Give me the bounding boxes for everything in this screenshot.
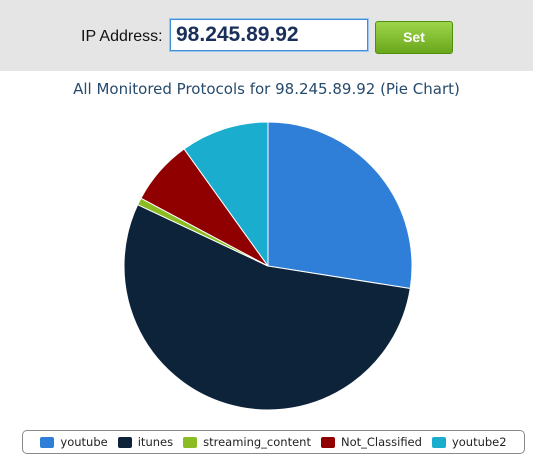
legend-swatch — [117, 436, 132, 448]
pie-chart — [123, 121, 413, 411]
ip-address-label: IP Address: — [81, 28, 163, 45]
legend-item-streaming-content[interactable]: streaming_content — [183, 435, 311, 449]
legend-label: itunes — [137, 435, 174, 449]
chart-title: All Monitored Protocols for 98.245.89.92… — [73, 80, 460, 98]
set-button[interactable]: Set — [375, 21, 453, 54]
legend-label: youtube — [60, 435, 108, 449]
legend-swatch — [40, 436, 55, 448]
pie-slice-youtube[interactable] — [267, 121, 413, 290]
ip-toolbar: IP Address: Set — [0, 0, 533, 71]
legend-swatch — [183, 436, 198, 448]
legend-label: streaming_content — [203, 435, 311, 449]
legend-item-itunes[interactable]: itunes — [117, 435, 174, 449]
legend-swatch — [320, 436, 335, 448]
legend-item-not-classified[interactable]: Not_Classified — [320, 435, 422, 449]
legend-label: Not_Classified — [340, 435, 422, 449]
legend-item-youtube2[interactable]: youtube2 — [431, 435, 507, 449]
legend-item-youtube[interactable]: youtube — [40, 435, 108, 449]
pie-slice-youtube2[interactable] — [183, 121, 269, 267]
ip-address-input[interactable] — [170, 19, 368, 51]
pie-slice-itunes[interactable] — [123, 204, 411, 411]
pie-slices — [123, 121, 413, 411]
legend-label: youtube2 — [451, 435, 507, 449]
legend-swatch — [431, 436, 446, 448]
chart-legend: youtube itunes streaming_content Not_Classi… — [22, 430, 525, 454]
